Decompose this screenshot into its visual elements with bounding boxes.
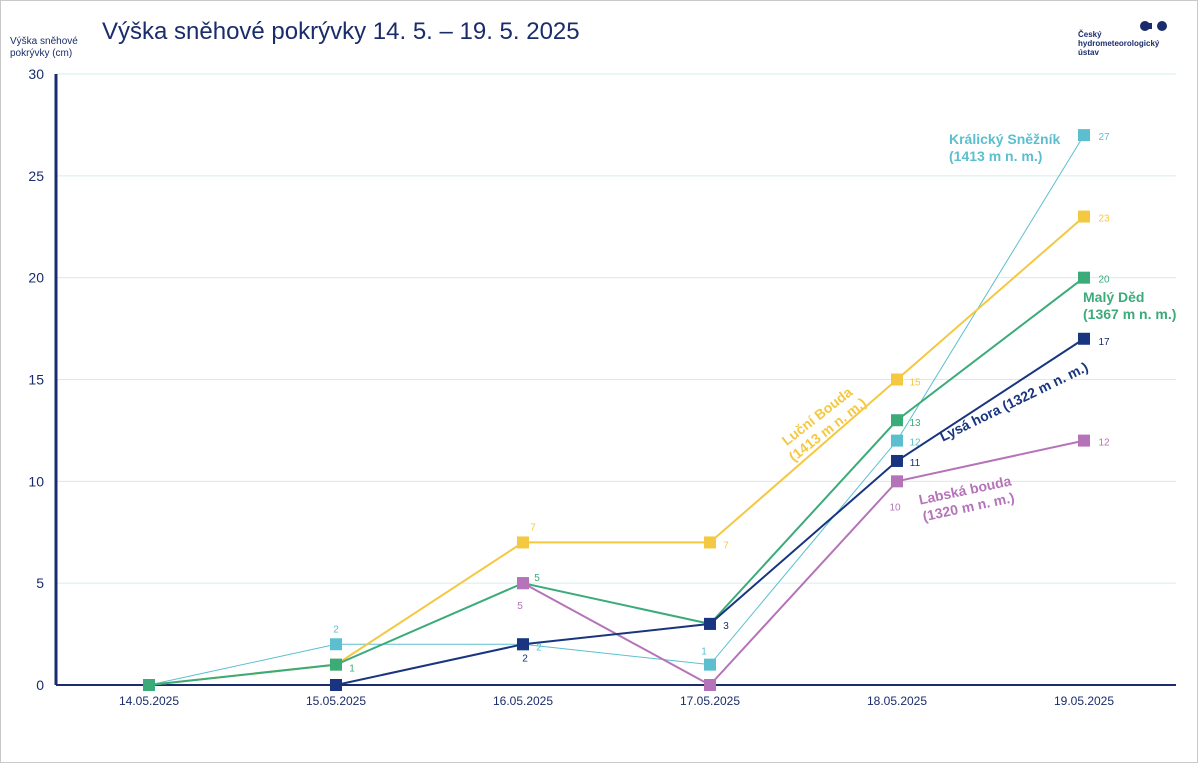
data-label: 15 <box>909 378 921 389</box>
logo-line-2: hydrometeorologický <box>1078 39 1160 48</box>
data-point-marker <box>704 658 716 671</box>
data-label: 3 <box>723 621 729 632</box>
data-label: 23 <box>1098 214 1110 225</box>
data-label: 11 <box>910 458 921 469</box>
data-point-marker <box>517 638 529 651</box>
x-tick-label: 18.05.2025 <box>867 694 927 708</box>
data-label: 12 <box>909 438 921 449</box>
data-label: 17 <box>1098 337 1110 348</box>
chmi-logo-text: Český hydrometeorologický ústav <box>1078 30 1178 57</box>
series-line <box>148 276 1085 686</box>
series-name-line: Malý Děd <box>1083 289 1144 305</box>
data-point-marker <box>330 638 342 651</box>
series-name-line: (1367 m n. m.) <box>1083 306 1176 322</box>
data-point-marker <box>1078 129 1090 142</box>
data-label: 13 <box>909 418 921 429</box>
data-label: 7 <box>723 540 729 551</box>
data-label: 2 <box>522 653 528 664</box>
y-tick-label: 0 <box>36 677 44 693</box>
data-point-marker <box>891 454 903 467</box>
data-point-marker <box>891 414 903 427</box>
data-label: 2 <box>536 642 542 653</box>
data-point-marker <box>1078 332 1090 345</box>
y-tick-label: 20 <box>28 270 44 286</box>
data-point-marker <box>891 434 903 447</box>
data-point-marker <box>891 373 903 386</box>
data-label: 12 <box>1098 438 1110 449</box>
data-point-marker <box>1078 210 1090 223</box>
series-name-line: (1413 m n. m.) <box>949 148 1042 164</box>
y-tick-label: 15 <box>28 372 44 388</box>
series-name-label: Malý Děd (1367 m n. m.) <box>1083 289 1176 322</box>
series-line <box>148 215 1085 686</box>
series-name-label: Králický Sněžník (1413 m n. m.) <box>949 131 1060 164</box>
series-name-line: Králický Sněžník <box>949 131 1060 147</box>
data-point-marker <box>517 536 529 549</box>
data-label: 5 <box>534 573 540 584</box>
data-point-marker <box>330 658 342 671</box>
data-label: 7 <box>530 522 536 533</box>
data-point-marker <box>704 536 716 549</box>
x-tick-label: 16.05.2025 <box>493 694 553 708</box>
data-label: 27 <box>1098 132 1110 143</box>
data-point-marker <box>1078 434 1090 447</box>
data-point-marker <box>517 577 529 590</box>
data-point-marker <box>143 679 155 691</box>
data-point-marker <box>1078 271 1090 284</box>
logo-line-3: ústav <box>1078 48 1099 57</box>
chart-title: Výška sněhové pokrývky 14. 5. – 19. 5. 2… <box>102 18 580 45</box>
data-label: 1 <box>701 647 707 658</box>
data-label: 1 <box>349 664 355 675</box>
logo-line-1: Český <box>1078 30 1102 39</box>
data-point-marker <box>891 475 903 488</box>
data-label: 2 <box>333 624 339 635</box>
y-tick-label: 30 <box>28 66 44 82</box>
data-point-marker <box>704 679 716 691</box>
x-tick-label: 14.05.2025 <box>119 694 179 708</box>
y-tick-label: 5 <box>36 575 44 591</box>
data-label: 20 <box>1098 275 1110 286</box>
y-tick-label: 10 <box>28 473 44 489</box>
y-tick-label: 25 <box>28 168 44 184</box>
data-point-marker <box>330 679 342 691</box>
data-label: 5 <box>517 601 523 612</box>
x-tick-label: 19.05.2025 <box>1054 694 1114 708</box>
series-name-label: Luční Bouda(1413 m n. m.) <box>775 381 869 464</box>
data-point-marker <box>704 617 716 630</box>
data-label: 10 <box>889 502 901 513</box>
series-name-label: Labská bouda(1320 m n. m.) <box>917 472 1016 524</box>
y-axis-label: Výška sněhové pokrývky (cm) <box>10 36 78 59</box>
series-line <box>148 134 1085 686</box>
x-tick-label: 15.05.2025 <box>306 694 366 708</box>
chmi-logo-icon <box>1140 21 1167 31</box>
x-tick-label: 17.05.2025 <box>680 694 740 708</box>
